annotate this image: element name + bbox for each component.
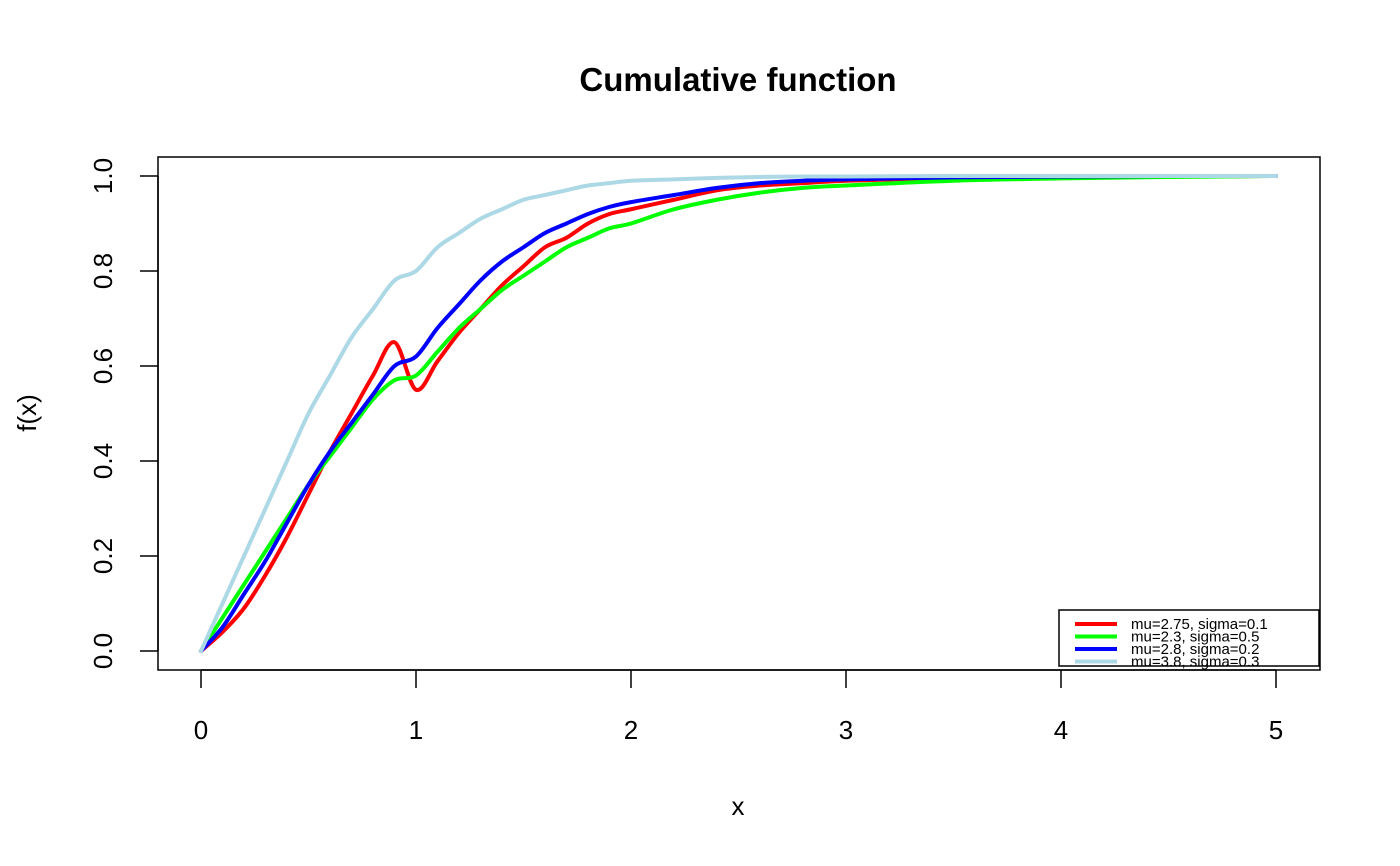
legend-label-1: mu=2.75, sigma=0.1 <box>1131 616 1268 633</box>
y-tick-label: 0.4 <box>88 443 118 479</box>
y-tick-label: 0.2 <box>88 538 118 574</box>
y-tick-label: 1.0 <box>88 158 118 194</box>
x-axis: 0 1 2 3 4 5 <box>194 669 1283 745</box>
series-line-3 <box>199 173 1278 653</box>
x-tick-label: 0 <box>194 715 208 745</box>
plot-frame <box>157 156 1321 671</box>
legend-label-3: mu=2.8, sigma=0.2 <box>1131 641 1259 658</box>
chart-title: Cumulative function <box>579 61 896 98</box>
y-tick-label: 0.8 <box>88 253 118 289</box>
x-tick-label: 5 <box>1269 715 1283 745</box>
x-tick-label: 3 <box>839 715 853 745</box>
y-tick-label: 0.0 <box>88 633 118 669</box>
y-axis: 0.0 0.2 0.4 0.6 0.8 1.0 <box>88 158 159 669</box>
y-axis-title: f(x) <box>12 394 42 432</box>
series-line-4 <box>199 173 1278 653</box>
y-tick-label: 0.6 <box>88 348 118 384</box>
series-line-2 <box>199 174 1278 653</box>
x-axis-title: x <box>732 791 745 821</box>
x-tick-label: 2 <box>624 715 638 745</box>
legend-label-4: mu=3.8, sigma=0.3 <box>1131 654 1259 671</box>
legend: mu=2.75, sigma=0.1mu=2.3, sigma=0.5mu=2.… <box>1058 609 1320 671</box>
x-tick-label: 4 <box>1054 715 1068 745</box>
x-tick-label: 1 <box>409 715 423 745</box>
legend-label-2: mu=2.3, sigma=0.5 <box>1131 629 1259 646</box>
series-group <box>199 173 1278 653</box>
